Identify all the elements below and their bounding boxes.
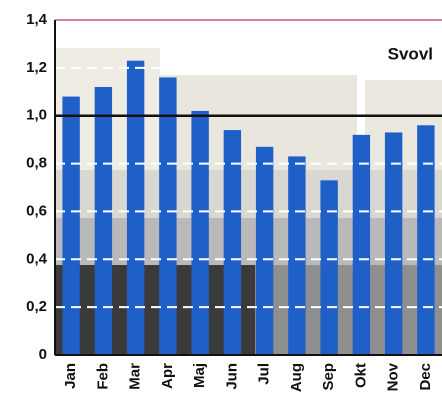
- x-tick-label: Apr: [159, 363, 176, 389]
- y-tick-label: 0,4: [26, 250, 48, 267]
- bar: [288, 156, 306, 355]
- y-tick-label: 0,2: [26, 298, 47, 315]
- bar: [62, 96, 80, 356]
- x-tick-label: Nov: [385, 362, 402, 391]
- bar: [191, 110, 209, 355]
- chart-title: Svovl: [388, 44, 433, 63]
- x-tick-label: Mar: [127, 363, 144, 390]
- bar: [255, 146, 274, 355]
- x-tick-label: Maj: [191, 363, 208, 388]
- x-tick-label: Dec: [417, 363, 434, 391]
- x-tick-label: Okt: [352, 363, 369, 388]
- x-tick-label: Jun: [223, 363, 240, 390]
- x-tick-label: Feb: [94, 363, 111, 390]
- x-tick-label: Aug: [288, 363, 305, 392]
- bar: [352, 134, 371, 355]
- background: [55, 48, 442, 355]
- x-tick-label: Jul: [256, 363, 273, 385]
- y-tick-label: 1,4: [26, 11, 48, 28]
- bar: [94, 87, 113, 355]
- y-tick-label: 0,6: [26, 202, 47, 219]
- y-tick-label: 0: [39, 346, 47, 363]
- bar: [159, 77, 177, 355]
- y-tick-label: 1,0: [26, 107, 47, 124]
- bar: [320, 180, 338, 355]
- bar: [126, 60, 145, 356]
- bar: [223, 130, 242, 355]
- bar: [417, 125, 435, 356]
- y-tick-label: 1,2: [26, 59, 47, 76]
- bar: [384, 132, 403, 355]
- x-tick-label: Sep: [320, 363, 337, 391]
- x-tick-label: Jan: [62, 363, 79, 389]
- y-tick-label: 0,8: [26, 155, 47, 172]
